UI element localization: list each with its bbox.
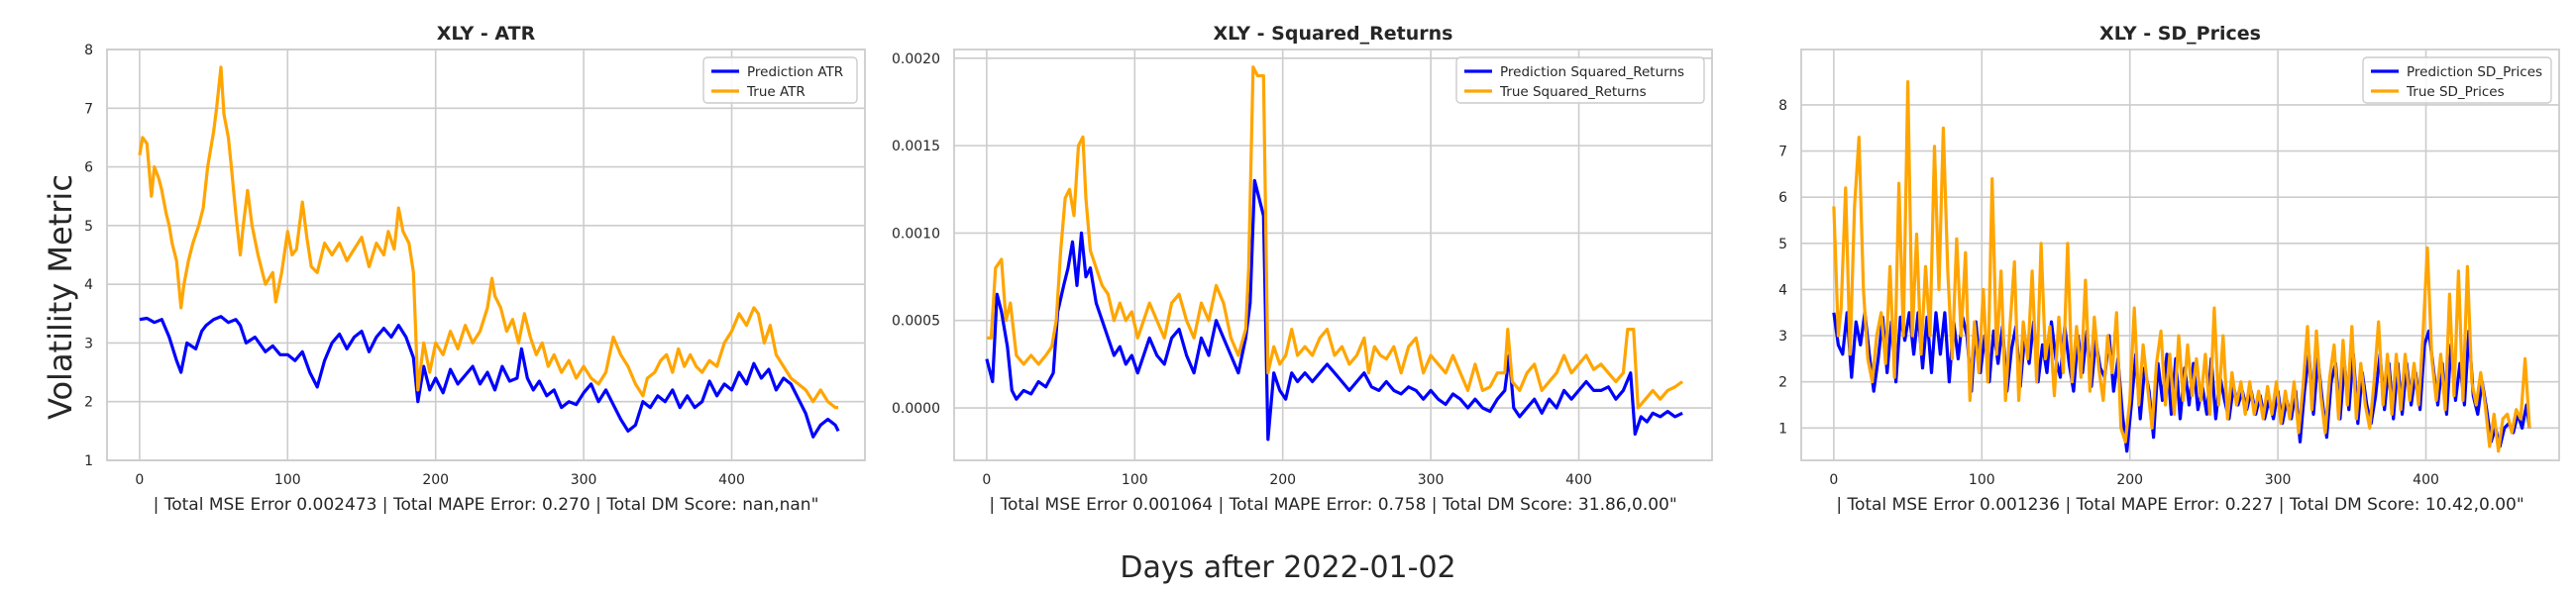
chart-3-xlabel: | Total MSE Error 0.001236 | Total MAPE … bbox=[1836, 495, 2523, 515]
chart-3-x-tick-label: 400 bbox=[2413, 472, 2439, 488]
chart-1-true-line bbox=[138, 65, 839, 410]
chart-3-title: XLY - SD_Prices bbox=[2099, 23, 2261, 45]
chart-3-x-tick-label: 300 bbox=[2265, 472, 2292, 488]
chart-1-y-tick-label: 5 bbox=[84, 219, 93, 235]
chart-2-x-tick-label: 200 bbox=[1269, 472, 1296, 488]
chart-1-x-tick-label: 400 bbox=[718, 472, 745, 488]
chart-2-legend: Prediction Squared_Returns True Squared_R… bbox=[1455, 56, 1705, 104]
chart-3-frame bbox=[1800, 49, 2560, 461]
chart-1-y-tick-label: 4 bbox=[84, 277, 93, 293]
chart-2-xlabel: | Total MSE Error 0.001064 | Total MAPE … bbox=[989, 495, 1676, 515]
chart-2-x-tick-label: 300 bbox=[1418, 472, 1445, 488]
chart-3-legend: Prediction SD_Prices True SD_Prices bbox=[2362, 56, 2552, 104]
chart-2-title: XLY - Squared_Returns bbox=[1214, 23, 1453, 45]
chart-3-y-tick-label: 8 bbox=[1778, 98, 1787, 114]
chart-3-y-tick-label: 5 bbox=[1778, 237, 1787, 252]
chart-1-y-tick-label: 7 bbox=[84, 101, 93, 117]
chart-2-y-tick-label: 0.0015 bbox=[892, 139, 940, 154]
chart-2-y-tick-label: 0.0000 bbox=[892, 401, 940, 417]
chart-2-true-line bbox=[986, 65, 1684, 410]
chart-3-plot-area bbox=[1801, 50, 2559, 460]
chart-2-x-tick-label: 100 bbox=[1122, 472, 1148, 488]
chart-3-legend-label: Prediction SD_Prices bbox=[2407, 64, 2542, 80]
chart-1-x-tick-label: 300 bbox=[571, 472, 597, 488]
chart-1-frame bbox=[106, 49, 866, 461]
chart-3-true-line bbox=[1832, 80, 2531, 453]
chart-3-y-tick-label: 6 bbox=[1778, 190, 1787, 206]
chart-3-legend-label: True SD_Prices bbox=[2406, 84, 2505, 100]
chart-3-x-tick-label: 200 bbox=[2116, 472, 2143, 488]
chart-1-x-tick-label: 0 bbox=[135, 472, 144, 488]
chart-1-y-tick-label: 2 bbox=[84, 395, 93, 411]
chart-1-y-tick-label: 3 bbox=[84, 336, 93, 351]
chart-2-legend-label: True Squared_Returns bbox=[1499, 84, 1647, 100]
chart-1-xlabel: | Total MSE Error 0.002473 | Total MAPE … bbox=[154, 495, 819, 515]
chart-1-legend-box bbox=[702, 56, 858, 104]
chart-1-x-tick-label: 200 bbox=[422, 472, 449, 488]
chart-3-y-tick-label: 7 bbox=[1778, 145, 1787, 160]
chart-1-y-tick-label: 1 bbox=[84, 453, 93, 469]
chart-3-legend-box bbox=[2362, 56, 2552, 104]
chart-1-prediction-line bbox=[139, 315, 840, 439]
chart-2-y-tick-label: 0.0005 bbox=[892, 314, 940, 330]
chart-1-legend-label: Prediction ATR bbox=[747, 64, 843, 80]
figure-ylabel: Volatility Metric bbox=[42, 174, 79, 420]
chart-2-x-tick-label: 0 bbox=[982, 472, 991, 488]
chart-1-legend: Prediction ATR True ATR bbox=[702, 56, 858, 104]
chart-3-y-tick-label: 4 bbox=[1778, 282, 1787, 298]
chart-2-frame bbox=[953, 49, 1713, 461]
chart-2-plot-area bbox=[954, 50, 1712, 460]
chart-2-legend-box bbox=[1455, 56, 1705, 104]
chart-3-x-tick-label: 100 bbox=[1969, 472, 1995, 488]
chart-1: 0 100 200 300 400 1 2 3 4 5 6 7 8 XLY - ATR | Total MS… bbox=[84, 23, 866, 515]
chart-1-plot-area bbox=[107, 50, 865, 460]
chart-2-prediction-line bbox=[985, 178, 1683, 442]
chart-3-y-tick-label: 3 bbox=[1778, 329, 1787, 345]
chart-2-y-tick-label: 0.0020 bbox=[892, 51, 940, 67]
chart-1-y-tick-label: 6 bbox=[84, 160, 93, 176]
chart-1-y-tick-label: 8 bbox=[84, 43, 93, 58]
chart-1-title: XLY - ATR bbox=[437, 23, 536, 45]
chart-3-x-tick-label: 0 bbox=[1829, 472, 1838, 488]
figure-xlabel: Days after 2022-01-02 bbox=[1120, 550, 1455, 585]
chart-2-x-tick-label: 400 bbox=[1565, 472, 1592, 488]
chart-1-x-tick-label: 100 bbox=[274, 472, 301, 488]
chart-3: 0 100 200 300 400 1 2 3 4 5 6 7 8 XLY - SD_Prices | To… bbox=[1778, 23, 2560, 515]
chart-3-y-tick-label: 1 bbox=[1778, 421, 1787, 437]
chart-2-legend-label: Prediction Squared_Returns bbox=[1500, 64, 1684, 80]
chart-1-legend-label: True ATR bbox=[746, 84, 805, 100]
chart-2-y-tick-label: 0.0010 bbox=[892, 226, 940, 242]
chart-2: 0 100 200 300 400 0.0000 0.0005 0.0010 0.0015 0.0… bbox=[892, 23, 1713, 515]
chart-3-y-tick-label: 2 bbox=[1778, 375, 1787, 391]
